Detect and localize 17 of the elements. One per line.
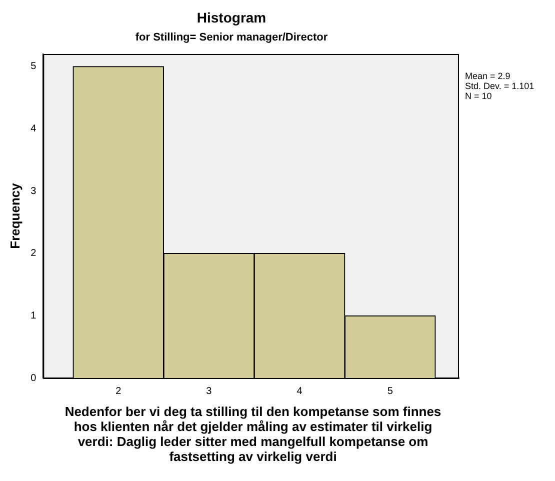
y-tick-label: 1 bbox=[30, 310, 37, 322]
y-tick-label: 0 bbox=[30, 372, 37, 384]
text: Std. Dev. = 1.101 bbox=[465, 80, 534, 91]
x-tick-label: 2 bbox=[116, 386, 122, 397]
chart-title: Histogram bbox=[196, 9, 266, 26]
text: Mean = 2.9 bbox=[465, 70, 510, 81]
y-tick-label: 5 bbox=[30, 61, 37, 72]
y-tick-label: 3 bbox=[30, 186, 37, 197]
x-axis-title: Nedenfor ber vi deg ta stilling til den kompetanse som finnes hos klienten når det gjelder måling av estimater til virkelig verdi: Daglig leder sitter med mangelfull kompetanse om fastsetting av virkelig verdi bbox=[64, 404, 442, 464]
x-tick-label: 5 bbox=[387, 386, 394, 397]
y-tick-label: 4 bbox=[30, 124, 37, 135]
x-tick-label: 4 bbox=[296, 386, 303, 397]
chart-subtitle: for Stilling= Senior manager/Director bbox=[135, 31, 328, 44]
text: N = 10 bbox=[465, 90, 492, 101]
x-tick-label: 3 bbox=[206, 386, 212, 397]
y-axis-title: Frequency bbox=[7, 182, 22, 249]
y-tick-label: 2 bbox=[30, 248, 37, 260]
